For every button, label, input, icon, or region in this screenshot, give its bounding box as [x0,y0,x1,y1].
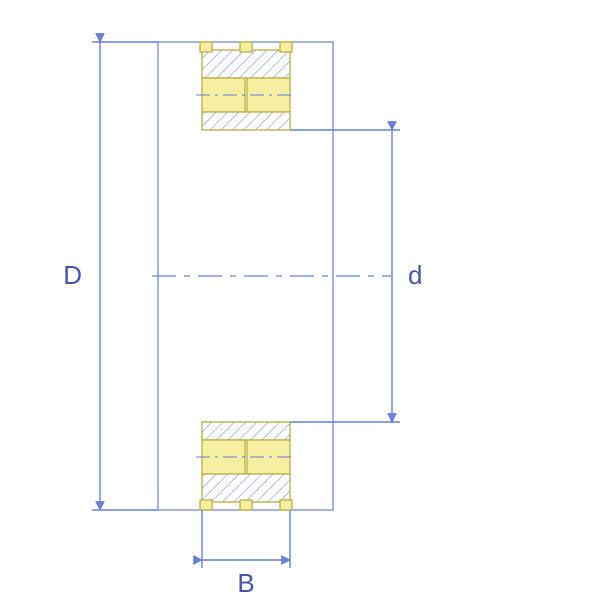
dimension-label-d: d [408,260,422,290]
dimension-label-B: B [237,568,254,598]
bearing-cross-section-diagram: Dd B [0,0,600,600]
dimension-label-D: D [63,260,82,290]
